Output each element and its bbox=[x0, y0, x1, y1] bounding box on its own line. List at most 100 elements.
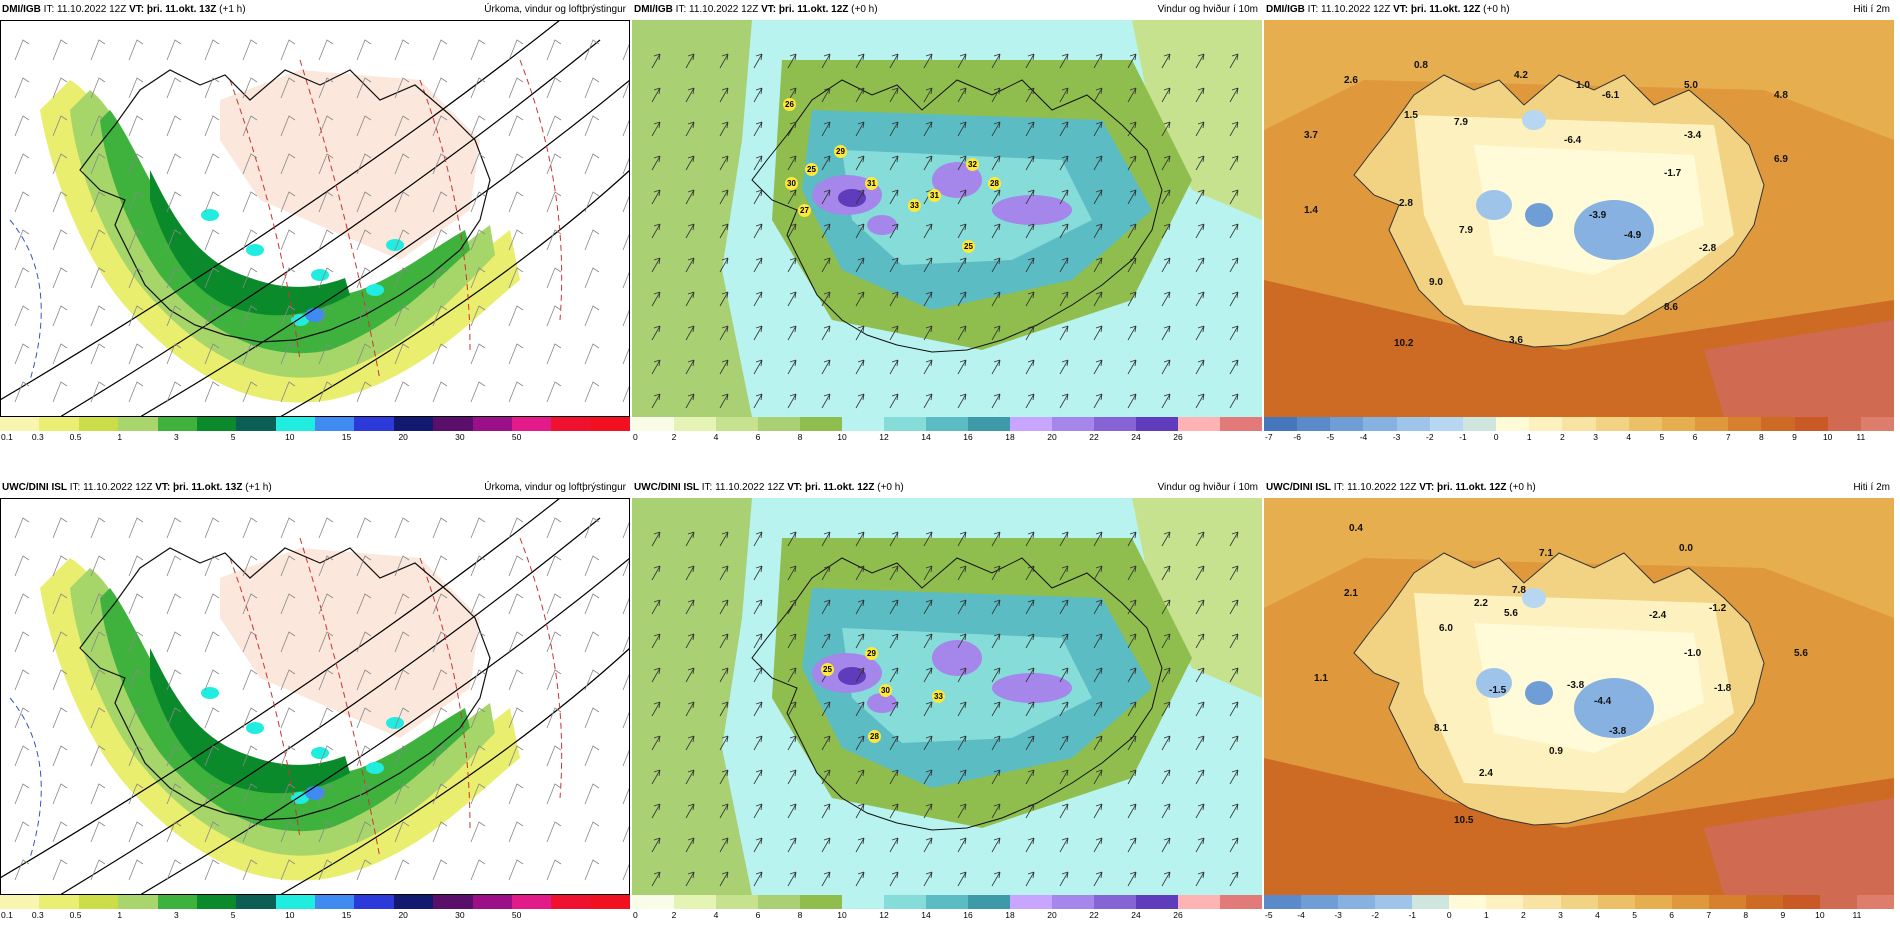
colorbar-tick-label: -4 bbox=[1359, 432, 1368, 442]
init-time: IT: 11.10.2022 12Z bbox=[43, 4, 127, 15]
colorbar-tick-label: -5 bbox=[1265, 910, 1273, 920]
lead-time: (+1 h) bbox=[219, 4, 246, 15]
temperature-value-label: -1.7 bbox=[1664, 168, 1682, 179]
colorbar-swatch bbox=[1857, 895, 1895, 909]
temperature-value-label: 5.0 bbox=[1684, 80, 1698, 91]
temperature-value-label: 1.5 bbox=[1404, 110, 1418, 121]
vt-label: VT: bbox=[129, 4, 145, 15]
colorbar-tick-label: 2 bbox=[1560, 432, 1565, 442]
colorbar-swatch bbox=[926, 895, 968, 909]
colorbar-swatch bbox=[1728, 417, 1762, 431]
colorbar-tick-label: 10 bbox=[1815, 910, 1825, 920]
colorbar-swatch bbox=[1301, 895, 1339, 909]
temperature-value-label: -2.8 bbox=[1699, 243, 1717, 254]
colorbar bbox=[0, 417, 630, 431]
colorbar bbox=[632, 417, 1262, 431]
colorbar-swatch bbox=[315, 417, 355, 431]
colorbar-swatch bbox=[551, 895, 591, 909]
colorbar-ticks: -7 -6 -5 -4 -3 -2 -1 0 1 2 3 4 5 6 7 8 9 10 11 bbox=[1264, 431, 1894, 445]
field-name: Úrkoma, vindur og loftþrýstingur bbox=[484, 482, 626, 493]
gust-max-label: 25 bbox=[821, 663, 834, 676]
colorbar-tick-label: 0 bbox=[633, 432, 638, 442]
colorbar-swatch bbox=[716, 417, 758, 431]
colorbar-tick-label: -2 bbox=[1426, 432, 1434, 442]
temperature-value-label: -1.5 bbox=[1489, 685, 1507, 696]
map-area bbox=[0, 498, 630, 895]
colorbar-swatch bbox=[1094, 417, 1136, 431]
gust-max-label: 31 bbox=[865, 177, 878, 190]
panel-header: DMI/IGB IT: 11.10.2022 12Z VT: þri. 11.o… bbox=[1264, 0, 1894, 20]
colorbar-swatch bbox=[1782, 895, 1820, 909]
temperature-value-label: -1.8 bbox=[1714, 683, 1732, 694]
temperature-value-label: -6.4 bbox=[1564, 135, 1582, 146]
colorbar-tick-label: 9 bbox=[1780, 910, 1786, 920]
colorbar-ticks: 0 2 4 6 8 10 12 14 16 18 20 22 24 26 bbox=[632, 909, 1262, 923]
colorbar-swatch bbox=[1396, 417, 1430, 431]
colorbar-tick-label: 4 bbox=[1595, 910, 1600, 920]
valid-time: þri. 11.okt. 12Z bbox=[805, 482, 875, 493]
colorbar-swatch bbox=[1462, 417, 1497, 431]
temperature-value-label: 9.0 bbox=[1429, 277, 1443, 288]
colorbar-tick-label: 3 bbox=[1558, 910, 1563, 920]
panel-header: UWC/DINI ISL IT: 11.10.2022 12Z VT: þri.… bbox=[0, 478, 630, 498]
map-area: 2.6 0.8 4.2 1.0 -6.1 5.0 4.8 1.5 7.9 -6.4 -3.4 3.7 -… bbox=[1264, 20, 1894, 417]
colorbar-tick-label: 24 bbox=[1131, 910, 1141, 920]
colorbar-tick-label: 4 bbox=[713, 432, 719, 442]
colorbar-tick-label: 11 bbox=[1856, 432, 1866, 442]
colorbar-tick-label: 6 bbox=[755, 910, 761, 920]
temperature-value-label: 6.0 bbox=[1439, 623, 1453, 634]
colorbar-swatch bbox=[1375, 895, 1413, 909]
colorbar-tick-label: 8 bbox=[797, 910, 803, 920]
model-name: DMI/IGB bbox=[2, 4, 41, 15]
colorbar-swatch bbox=[1761, 417, 1795, 431]
colorbar-tick-label: 20 bbox=[1047, 910, 1057, 920]
colorbar-swatch bbox=[118, 417, 158, 431]
colorbar-swatch bbox=[78, 417, 119, 431]
colorbar-swatch bbox=[1178, 417, 1220, 431]
colorbar-tick-label: 6 bbox=[1692, 432, 1698, 442]
panel-header: UWC/DINI ISL IT: 11.10.2022 12Z VT: þri.… bbox=[632, 478, 1262, 498]
colorbar-swatch bbox=[1363, 417, 1397, 431]
colorbar-swatch bbox=[1827, 417, 1861, 431]
colorbar-tick-label: 20 bbox=[398, 910, 408, 920]
colorbar-swatch bbox=[1338, 895, 1376, 909]
colorbar-swatch bbox=[39, 417, 79, 431]
colorbar-swatch bbox=[1297, 417, 1331, 431]
colorbar-swatch bbox=[1708, 895, 1746, 909]
colorbar-swatch bbox=[275, 895, 315, 909]
colorbar-tick-label: 3 bbox=[1593, 432, 1598, 442]
colorbar-tick-label: 10 bbox=[285, 910, 295, 920]
gust-max-label: 25 bbox=[805, 163, 818, 176]
temperature-value-label: -3.4 bbox=[1684, 130, 1702, 141]
temperature-value-label: -3.8 bbox=[1567, 680, 1585, 691]
panel-dmi-temp: DMI/IGB IT: 11.10.2022 12Z VT: þri. 11.o… bbox=[1264, 0, 1894, 460]
colorbar-tick-label: 4 bbox=[713, 910, 719, 920]
colorbar-tick-label: 8 bbox=[1743, 910, 1749, 920]
colorbar-tick-label: 5 bbox=[1659, 432, 1665, 442]
temperature-value-label: 4.8 bbox=[1774, 90, 1788, 101]
colorbar-tick-label: 10 bbox=[837, 910, 847, 920]
lead-time: (+0 h) bbox=[877, 482, 904, 493]
temperature-value-label: -3.8 bbox=[1609, 726, 1627, 737]
lead-time: (+0 h) bbox=[1483, 4, 1510, 15]
colorbar-tick-label: -3 bbox=[1334, 910, 1342, 920]
gust-max-label: 30 bbox=[785, 177, 798, 190]
colorbar-tick-label: 0 bbox=[1493, 432, 1499, 442]
colorbar-tick-label: 1 bbox=[1483, 910, 1489, 920]
colorbar-swatch bbox=[1628, 417, 1662, 431]
colorbar-swatch bbox=[1523, 895, 1561, 909]
colorbar-swatch bbox=[1595, 417, 1629, 431]
colorbar-tick-label: 30 bbox=[455, 432, 465, 442]
colorbar-tick-label: 16 bbox=[963, 910, 973, 920]
map-area: 0.4 7.1 0.0 2.1 7.8 2.2 5.6 -2.4 -1.2 6.0 5.6 -1.0 1… bbox=[1264, 498, 1894, 895]
field-name: Úrkoma, vindur og loftþrýstingur bbox=[484, 4, 626, 15]
colorbar-swatch bbox=[800, 895, 842, 909]
colorbar-swatch bbox=[1412, 895, 1450, 909]
colorbar-tick-label: 15 bbox=[341, 432, 352, 442]
temperature-value-label: 2.2 bbox=[1474, 598, 1488, 609]
colorbar-swatch bbox=[1671, 895, 1709, 909]
temperature-value-label: 8.1 bbox=[1434, 723, 1448, 734]
colorbar-swatch bbox=[1496, 417, 1530, 431]
colorbar-tick-label: 0.5 bbox=[69, 432, 82, 442]
temperature-value-label: 10.2 bbox=[1394, 338, 1414, 349]
